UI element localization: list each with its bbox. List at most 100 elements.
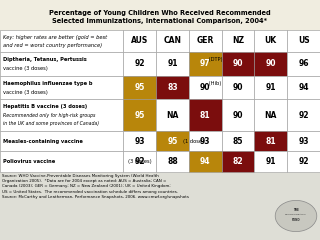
Text: COMMONWEALTH: COMMONWEALTH [285, 214, 307, 216]
FancyBboxPatch shape [254, 99, 287, 131]
Text: 95: 95 [167, 137, 178, 146]
FancyBboxPatch shape [123, 151, 156, 172]
FancyBboxPatch shape [156, 151, 189, 172]
FancyBboxPatch shape [189, 76, 221, 99]
FancyBboxPatch shape [189, 131, 221, 151]
Text: 85: 85 [233, 137, 243, 146]
FancyBboxPatch shape [156, 76, 189, 99]
FancyBboxPatch shape [287, 131, 320, 151]
Text: Selected Immunizations, International Comparison, 2004*: Selected Immunizations, International Co… [52, 18, 268, 24]
FancyBboxPatch shape [0, 52, 123, 76]
FancyBboxPatch shape [287, 76, 320, 99]
Text: Hepatitis B vaccine (3 doses): Hepatitis B vaccine (3 doses) [3, 104, 87, 109]
Text: in the UK and some provinces of Canada): in the UK and some provinces of Canada) [3, 121, 99, 126]
Text: 90: 90 [233, 83, 243, 92]
FancyBboxPatch shape [123, 52, 156, 76]
FancyBboxPatch shape [189, 30, 221, 52]
Text: 93: 93 [200, 137, 211, 146]
Text: 91: 91 [167, 59, 178, 68]
Text: FUND: FUND [292, 218, 300, 222]
FancyBboxPatch shape [221, 151, 254, 172]
FancyBboxPatch shape [189, 52, 221, 76]
Text: Key: higher rates are better (gold = best: Key: higher rates are better (gold = bes… [3, 35, 107, 40]
Text: 93: 93 [134, 137, 145, 146]
FancyBboxPatch shape [254, 131, 287, 151]
Text: Measles-containing vaccine: Measles-containing vaccine [3, 139, 84, 144]
Text: Diptheria, Tetanus, Pertussis: Diptheria, Tetanus, Pertussis [3, 57, 86, 62]
Text: 93: 93 [298, 137, 309, 146]
Text: (Hib): (Hib) [207, 81, 221, 86]
Text: Recommended only for high-risk groups: Recommended only for high-risk groups [3, 113, 95, 118]
FancyBboxPatch shape [254, 76, 287, 99]
FancyBboxPatch shape [123, 76, 156, 99]
Text: Poliovirus vaccine: Poliovirus vaccine [3, 159, 57, 164]
FancyBboxPatch shape [189, 99, 221, 131]
Text: Source: WHO Vaccine-Preventable Diseases Monitoring System (World Health
Organiz: Source: WHO Vaccine-Preventable Diseases… [2, 174, 188, 199]
Text: 92: 92 [134, 157, 145, 166]
FancyBboxPatch shape [254, 52, 287, 76]
FancyBboxPatch shape [123, 131, 156, 151]
Text: 81: 81 [200, 111, 211, 120]
Text: 91: 91 [266, 83, 276, 92]
Text: 90: 90 [233, 111, 243, 120]
Text: 94: 94 [200, 157, 211, 166]
Text: NZ: NZ [232, 36, 244, 45]
Text: AUS: AUS [131, 36, 148, 45]
Text: 97: 97 [200, 59, 211, 68]
FancyBboxPatch shape [156, 52, 189, 76]
FancyBboxPatch shape [156, 30, 189, 52]
FancyBboxPatch shape [254, 30, 287, 52]
Text: 88: 88 [167, 157, 178, 166]
FancyBboxPatch shape [221, 30, 254, 52]
Text: NA: NA [166, 111, 179, 120]
Text: 95: 95 [134, 83, 145, 92]
FancyBboxPatch shape [189, 151, 221, 172]
FancyBboxPatch shape [156, 99, 189, 131]
FancyBboxPatch shape [221, 52, 254, 76]
Text: 81: 81 [266, 137, 276, 146]
Text: (1 dose): (1 dose) [183, 139, 204, 144]
Text: Haemophilus influenzae type b: Haemophilus influenzae type b [3, 81, 92, 86]
FancyBboxPatch shape [0, 151, 123, 172]
FancyBboxPatch shape [221, 76, 254, 99]
FancyBboxPatch shape [123, 30, 156, 52]
FancyBboxPatch shape [287, 52, 320, 76]
Text: GER: GER [196, 36, 214, 45]
Text: and red = worst country performance): and red = worst country performance) [3, 43, 102, 48]
Text: CAN: CAN [164, 36, 181, 45]
Text: 90: 90 [200, 83, 211, 92]
Text: 92: 92 [298, 111, 309, 120]
Text: 92: 92 [134, 59, 145, 68]
Text: 83: 83 [167, 83, 178, 92]
FancyBboxPatch shape [287, 30, 320, 52]
Text: (DTP): (DTP) [207, 57, 222, 62]
Text: (3 doses): (3 doses) [128, 159, 152, 164]
FancyBboxPatch shape [221, 131, 254, 151]
FancyBboxPatch shape [0, 0, 320, 30]
Text: Percentage of Young Children Who Received Recommended: Percentage of Young Children Who Receive… [49, 10, 271, 16]
Text: 92: 92 [298, 157, 309, 166]
Text: THE: THE [293, 208, 299, 212]
Text: 95: 95 [134, 111, 145, 120]
Text: vaccine (3 doses): vaccine (3 doses) [3, 90, 47, 95]
FancyBboxPatch shape [287, 151, 320, 172]
FancyBboxPatch shape [156, 131, 189, 151]
FancyBboxPatch shape [0, 76, 123, 99]
Text: US: US [298, 36, 309, 45]
Text: 96: 96 [298, 59, 309, 68]
FancyBboxPatch shape [123, 99, 156, 131]
Text: 90: 90 [266, 59, 276, 68]
Text: 82: 82 [233, 157, 243, 166]
Text: 90: 90 [233, 59, 243, 68]
FancyBboxPatch shape [221, 99, 254, 131]
FancyBboxPatch shape [0, 99, 123, 131]
Text: vaccine (3 doses): vaccine (3 doses) [3, 66, 47, 71]
Circle shape [275, 200, 317, 232]
FancyBboxPatch shape [0, 131, 123, 151]
Text: 91: 91 [266, 157, 276, 166]
Text: UK: UK [265, 36, 277, 45]
Text: 94: 94 [298, 83, 309, 92]
FancyBboxPatch shape [287, 99, 320, 131]
Text: NA: NA [265, 111, 277, 120]
FancyBboxPatch shape [254, 151, 287, 172]
